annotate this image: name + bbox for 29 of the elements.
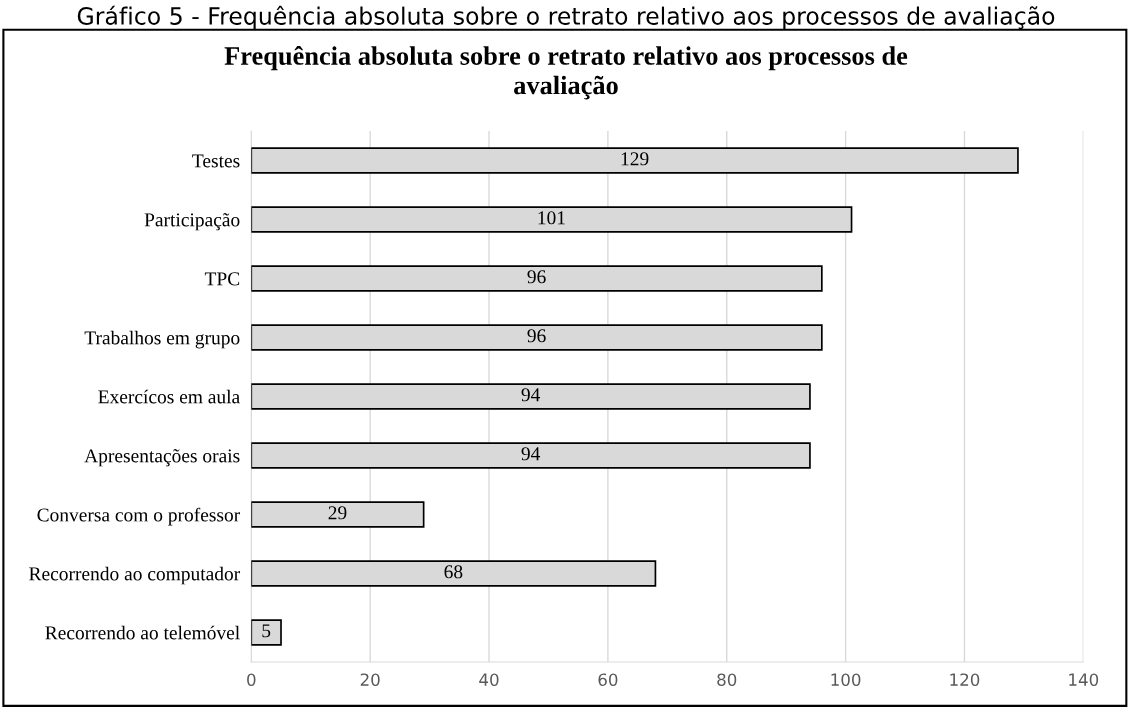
data-label: 101 <box>538 211 565 225</box>
x-tick-label: 0 <box>247 673 256 686</box>
x-tick-label: 20 <box>360 673 380 686</box>
x-tick-label: 100 <box>831 673 861 686</box>
y-tick-label: TPC <box>204 272 240 286</box>
y-tick-label: Recorrendo ao computador <box>29 566 241 585</box>
text: Gráfico 5 - Frequência absoluta sobre o retrato relativo aos processos de avaliação <box>77 5 1055 30</box>
x-tick-label: 120 <box>950 673 980 686</box>
y-tick-label: Trabalhos em grupo <box>84 330 240 349</box>
x-tick-label: 60 <box>598 673 618 686</box>
data-label: 94 <box>521 447 541 461</box>
data-label: 68 <box>444 565 463 579</box>
data-label: 29 <box>328 506 347 520</box>
y-tick-label: Exercícos em aula <box>98 389 240 404</box>
x-tick-label: 80 <box>717 673 737 686</box>
y-tick-label: Participação <box>144 213 240 231</box>
y-tick-label: Recorrendo ao telemóvel <box>45 625 240 640</box>
y-tick-label: Conversa com o professor <box>37 507 241 526</box>
data-label: 96 <box>527 329 546 343</box>
y-tick-label: Testes <box>192 154 240 168</box>
data-label: 96 <box>527 270 546 284</box>
data-label: 129 <box>621 152 649 166</box>
bar <box>251 619 282 646</box>
y-tick-label: Apresentações orais <box>84 449 240 467</box>
x-tick-label: 140 <box>1069 673 1099 686</box>
x-tick-label: 40 <box>479 673 499 686</box>
data-label: 5 <box>262 624 271 638</box>
chart-title: Frequência absoluta sobre o retrato relativo aos processos de avaliação <box>224 46 908 100</box>
data-label: 94 <box>521 388 541 402</box>
